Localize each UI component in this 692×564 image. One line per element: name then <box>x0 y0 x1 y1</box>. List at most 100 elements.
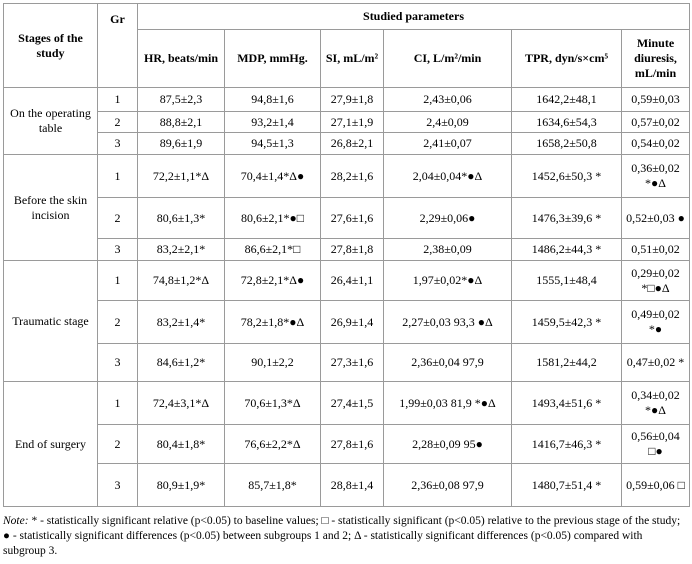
value-cell: 26,4±1,1 <box>320 260 384 301</box>
value-cell: 0,51±0,02 <box>620 238 691 261</box>
value-cell: 0,47±0,02 * <box>620 343 691 382</box>
value-cell: 0,36±0,02 *●Δ <box>620 154 691 198</box>
value-cell: 28,2±1,6 <box>320 154 384 198</box>
value-cell: 89,6±1,9 <box>137 132 225 155</box>
value-cell: 90,1±2,2 <box>224 343 321 382</box>
value-cell: 1476,3±39,6 * <box>511 197 622 239</box>
gr-cell: 3 <box>97 132 138 155</box>
gr-cell: 1 <box>97 154 138 198</box>
table-row: End of surgery 1 72,4±3,1*Δ 70,6±1,3*Δ 27,4±… <box>3 381 691 507</box>
value-cell: 1459,5±42,3 * <box>511 300 622 344</box>
value-cell: 0,56±0,04 □● <box>620 424 691 464</box>
value-cell: 27,1±1,9 <box>320 111 384 133</box>
value-cell: 80,6±2,1*●□ <box>224 197 321 239</box>
value-cell: 1555,1±48,4 <box>511 260 622 301</box>
value-cell: 2,43±0,06 <box>383 87 512 112</box>
value-cell: 1,97±0,02*●Δ <box>383 260 512 301</box>
value-cell: 2,38±0,09 <box>383 238 512 261</box>
value-cell: 26,9±1,4 <box>320 300 384 344</box>
column-header: MDP, mmHg. <box>224 29 321 88</box>
value-cell: 1642,2±48,1 <box>511 87 622 112</box>
stage-cell: Before the skin incision <box>3 154 98 261</box>
table-row: On the operating table 1 87,5±2,3 94,8±1,6 2… <box>3 87 691 155</box>
value-cell: 72,4±3,1*Δ <box>137 381 225 425</box>
value-cell: 93,2±1,4 <box>224 111 321 133</box>
column-header: TPR, dyn/s×cm⁵ <box>511 29 622 88</box>
value-cell: 1,99±0,03 81,9 *●Δ <box>383 381 512 425</box>
value-cell: 83,2±2,1* <box>137 238 225 261</box>
value-cell: 72,8±2,1*Δ● <box>224 260 321 301</box>
table-row: 3 83,2±2,1* 86,6±2,1*□ 27,8±1,8 2,38±0,09 148… <box>4 238 691 261</box>
table-row: 2 80,4±1,8* 76,6±2,2*Δ 27,8±1,6 2,28±0,09 95… <box>4 424 691 464</box>
value-cell: 27,9±1,8 <box>320 87 384 112</box>
value-cell: 86,6±2,1*□ <box>224 238 321 261</box>
value-cell: 1493,4±51,6 * <box>511 381 622 425</box>
value-cell: 80,6±1,3* <box>137 197 225 239</box>
table: Stages of the study Gr Studied parameter… <box>3 3 691 507</box>
value-cell: 83,2±1,4* <box>137 300 225 344</box>
value-cell: 1452,6±50,3 * <box>511 154 622 198</box>
value-cell: 0,49±0,02 *● <box>620 300 691 344</box>
value-cell: 87,5±2,3 <box>137 87 225 112</box>
value-cell: 88,8±2,1 <box>137 111 225 133</box>
value-cell: 28,8±1,4 <box>320 463 384 507</box>
value-cell: 1480,7±51,4 * <box>511 463 622 507</box>
gr-cell: 2 <box>97 197 138 239</box>
table-row: 2 83,2±1,4* 78,2±1,8*●Δ 26,9±1,4 2,27±0,03 9… <box>4 300 691 344</box>
column-header: CI, L/m²/min <box>383 29 512 88</box>
stage-cell: End of surgery <box>3 381 98 507</box>
value-cell: 94,5±1,3 <box>224 132 321 155</box>
value-cell: 2,04±0,04*●Δ <box>383 154 512 198</box>
value-cell: 0,52±0,03 ● <box>620 197 691 239</box>
gr-cell: 2 <box>97 111 138 133</box>
value-cell: 27,8±1,6 <box>320 424 384 464</box>
table-row: 3 89,6±1,9 94,5±1,3 26,8±2,1 2,41±0,07 1658,2… <box>4 132 691 155</box>
note-label: Note: <box>3 515 29 527</box>
value-cell: 70,4±1,4*Δ● <box>224 154 321 198</box>
gr-cell: 1 <box>97 260 138 301</box>
gr-cell: 2 <box>97 300 138 344</box>
table-row: 3 80,9±1,9* 85,7±1,8* 28,8±1,4 2,36±0,08 97,… <box>4 463 691 507</box>
column-header: Minute diuresis, mL/min <box>620 29 691 88</box>
header-studied: Studied parameters <box>136 3 691 30</box>
value-cell: 2,4±0,09 <box>383 111 512 133</box>
column-header: SI, mL/m² <box>320 29 384 88</box>
value-cell: 1634,6±54,3 <box>511 111 622 133</box>
value-cell: 85,7±1,8* <box>224 463 321 507</box>
column-header: HR, beats/min <box>137 29 225 88</box>
value-cell: 2,29±0,06● <box>383 197 512 239</box>
value-cell: 26,8±2,1 <box>320 132 384 155</box>
gr-cell: 3 <box>97 463 138 507</box>
table-row: 2 88,8±2,1 93,2±1,4 27,1±1,9 2,4±0,09 1634,6±… <box>4 111 691 133</box>
value-cell: 2,27±0,03 93,3 ●Δ <box>383 300 512 344</box>
value-cell: 2,41±0,07 <box>383 132 512 155</box>
page: Stages of the study Gr Studied parameter… <box>3 3 691 507</box>
value-cell: 74,8±1,2*Δ <box>137 260 225 301</box>
table-row: 3 84,6±1,2* 90,1±2,2 27,3±1,6 2,36±0,04 97,9… <box>4 343 691 382</box>
gr-cell: 3 <box>97 238 138 261</box>
value-cell: 72,2±1,1*Δ <box>137 154 225 198</box>
value-cell: 80,4±1,8* <box>137 424 225 464</box>
stage-cell: Traumatic stage <box>3 260 98 382</box>
value-cell: 1658,2±50,8 <box>511 132 622 155</box>
stage-cell: On the operating table <box>3 87 98 155</box>
value-cell: 80,9±1,9* <box>137 463 225 507</box>
value-cell: 1581,2±44,2 <box>511 343 622 382</box>
value-cell: 2,36±0,08 97,9 <box>383 463 512 507</box>
value-cell: 27,8±1,8 <box>320 238 384 261</box>
value-cell: 0,57±0,02 <box>620 111 691 133</box>
value-cell: 27,3±1,6 <box>320 343 384 382</box>
value-cell: 94,8±1,6 <box>224 87 321 112</box>
table-row: Before the skin incision 1 72,2±1,1*Δ 70,4±… <box>3 154 691 261</box>
value-cell: 78,2±1,8*●Δ <box>224 300 321 344</box>
value-cell: 1416,7±46,3 * <box>511 424 622 464</box>
value-cell: 84,6±1,2* <box>137 343 225 382</box>
note-text: * - statistically significant relative (… <box>3 515 681 557</box>
value-cell: 70,6±1,3*Δ <box>224 381 321 425</box>
value-cell: 27,4±1,5 <box>320 381 384 425</box>
table-row: 2 80,6±1,3* 80,6±2,1*●□ 27,6±1,6 2,29±0,06● 1… <box>4 197 691 239</box>
header-stages: Stages of the study <box>3 3 98 88</box>
note: Note: * - statistically significant rela… <box>3 514 687 559</box>
value-cell: 0,59±0,03 <box>620 87 691 112</box>
table-row: Traumatic stage 1 74,8±1,2*Δ 72,8±2,1*Δ● 26,… <box>3 260 691 382</box>
